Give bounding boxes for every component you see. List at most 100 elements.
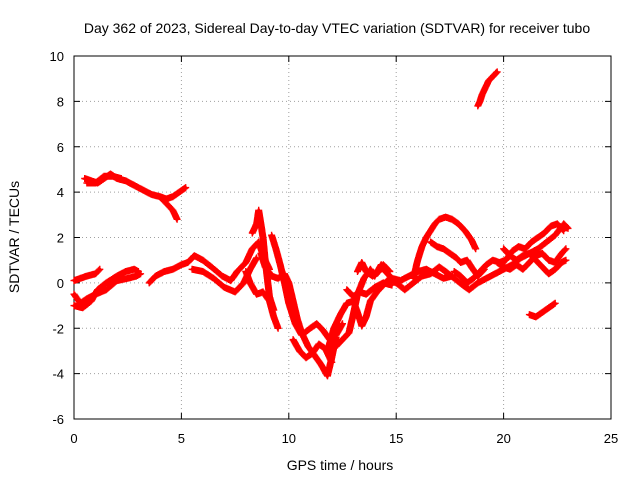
data-point — [461, 283, 465, 287]
data-point — [220, 274, 224, 278]
data-point — [83, 177, 87, 181]
data-point — [304, 356, 308, 360]
data-point — [553, 267, 557, 271]
data-markers — [70, 68, 572, 380]
data-point — [179, 263, 183, 267]
x-tick-label: 15 — [389, 431, 403, 446]
x-tick-label: 10 — [282, 431, 296, 446]
x-tick-label: 0 — [70, 431, 77, 446]
data-point — [390, 283, 394, 287]
data-point — [562, 229, 566, 233]
data-segment — [525, 299, 559, 321]
data-point — [444, 215, 448, 219]
data-segment — [500, 245, 570, 278]
data-point — [259, 251, 263, 255]
data-point — [358, 290, 362, 294]
data-point — [517, 245, 521, 249]
data-point — [85, 297, 89, 301]
data-segment — [156, 193, 181, 223]
data-point — [287, 301, 291, 305]
data-point — [306, 344, 310, 348]
data-point — [454, 256, 458, 260]
data-point — [403, 288, 407, 292]
data-point — [319, 363, 323, 367]
data-point — [545, 240, 549, 244]
data-point — [508, 254, 512, 258]
data-point — [351, 313, 355, 317]
data-point — [356, 270, 360, 274]
data-point — [190, 267, 194, 271]
data-point — [276, 326, 280, 330]
data-point — [429, 240, 433, 244]
chart-title: Day 362 of 2023, Sidereal Day-to-day VTE… — [84, 20, 591, 36]
data-point — [132, 267, 136, 271]
data-segment — [354, 259, 394, 280]
y-tick-label: -4 — [52, 367, 64, 382]
data-point — [347, 331, 351, 335]
data-point — [334, 344, 338, 348]
data-point — [394, 281, 398, 285]
data-point — [360, 260, 364, 264]
y-tick-label: 8 — [57, 94, 64, 109]
data-point — [416, 258, 420, 262]
data-point — [162, 270, 166, 274]
data-point — [493, 72, 497, 76]
data-point — [429, 272, 433, 276]
data-point — [141, 188, 145, 192]
data-point — [272, 315, 276, 319]
data-point — [283, 281, 287, 285]
data-point — [162, 199, 166, 203]
data-point — [93, 272, 97, 276]
data-point — [510, 249, 514, 253]
data-point — [562, 222, 566, 226]
data-point — [566, 226, 570, 230]
data-point — [448, 251, 452, 255]
data-point — [341, 338, 344, 342]
data-point — [459, 274, 463, 278]
data-point — [534, 315, 538, 319]
data-point — [491, 74, 495, 78]
data-point — [444, 270, 448, 274]
data-segment — [392, 220, 572, 294]
data-point — [89, 299, 93, 303]
data-point — [362, 276, 366, 280]
data-point — [553, 233, 557, 237]
data-point — [530, 240, 534, 244]
data-point — [139, 272, 143, 276]
data-point — [136, 270, 140, 274]
data-point — [437, 217, 441, 221]
data-point — [248, 267, 252, 271]
data-point — [186, 260, 190, 264]
data-point — [381, 281, 385, 285]
x-tick-label: 25 — [604, 431, 618, 446]
data-point — [368, 267, 372, 271]
data-point — [390, 276, 394, 280]
data-point — [115, 274, 119, 278]
data-point — [149, 192, 153, 196]
data-point — [364, 315, 368, 319]
data-point — [132, 183, 136, 187]
data-point — [549, 224, 553, 228]
data-point — [411, 276, 415, 280]
data-point — [489, 77, 493, 81]
data-point — [184, 186, 188, 190]
data-point — [480, 93, 484, 97]
data-point — [175, 217, 179, 221]
data-point — [250, 247, 254, 251]
data-point — [201, 258, 205, 262]
data-point — [267, 299, 271, 303]
data-point — [398, 279, 402, 283]
data-point — [521, 267, 525, 271]
data-point — [72, 292, 76, 296]
data-point — [171, 208, 175, 212]
data-point — [235, 270, 239, 274]
data-point — [300, 333, 304, 337]
data-point — [388, 270, 392, 274]
data-point — [491, 258, 495, 262]
data-point — [270, 274, 274, 278]
data-point — [72, 304, 76, 308]
data-point — [452, 270, 456, 274]
data-point — [345, 288, 349, 292]
data-point — [484, 263, 488, 267]
data-point — [111, 174, 115, 178]
